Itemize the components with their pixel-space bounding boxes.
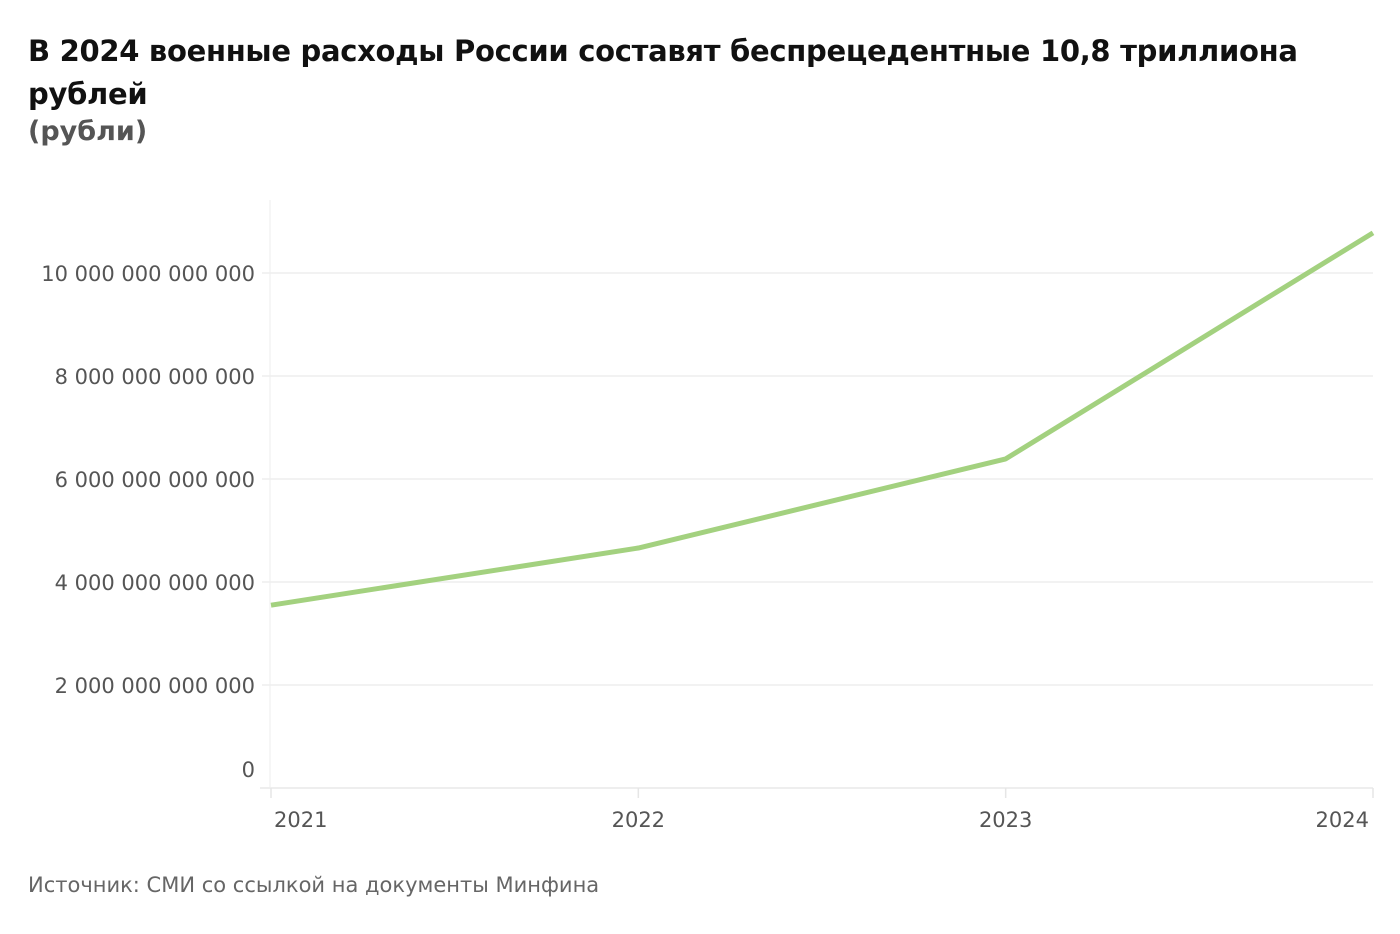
source-note: Источник: СМИ со ссылкой на документы Ми… <box>28 873 600 897</box>
y-tick-label: 10 000 000 000 000 <box>41 262 255 286</box>
y-tick-label: 4 000 000 000 000 <box>55 571 255 595</box>
series-line <box>270 230 1375 608</box>
x-tick-label: 2022 <box>612 808 665 832</box>
chart-subtitle: (рубли) <box>28 116 148 147</box>
y-tick-label: 0 <box>242 758 255 782</box>
chart-title: В 2024 военные расходы России составят б… <box>28 34 1298 111</box>
y-tick-label: 2 000 000 000 000 <box>55 674 255 698</box>
x-tick-label: 2024 <box>1316 808 1369 832</box>
x-tick-label: 2021 <box>274 808 327 832</box>
y-tick-label: 8 000 000 000 000 <box>55 365 255 389</box>
x-tick-label: 2023 <box>979 808 1032 832</box>
y-tick-label: 6 000 000 000 000 <box>55 468 255 492</box>
